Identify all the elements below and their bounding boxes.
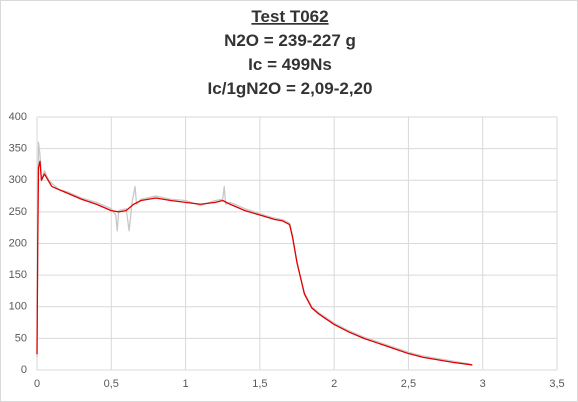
x-tick-label: 1: [183, 378, 189, 390]
y-tick-label: 300: [9, 174, 27, 186]
x-tick-label: 2,5: [401, 378, 416, 390]
x-tick-label: 3: [480, 378, 486, 390]
y-tick-label: 150: [9, 269, 27, 281]
x-tick-label: 0,5: [104, 378, 119, 390]
x-tick-label: 1,5: [252, 378, 267, 390]
x-tick-label: 0: [34, 378, 40, 390]
chart-subtitle: N2O = 239-227 g: [224, 31, 356, 50]
chart-subtitle: Ic = 499Ns: [248, 55, 332, 74]
y-tick-label: 250: [9, 206, 27, 218]
y-tick-label: 400: [9, 111, 27, 123]
y-tick-label: 350: [9, 143, 27, 155]
y-tick-label: 200: [9, 237, 27, 249]
y-tick-label: 50: [15, 332, 27, 344]
y-tick-label: 0: [21, 364, 27, 376]
y-tick-label: 100: [9, 301, 27, 313]
data-line: [36, 160, 473, 366]
chart-subtitle: Ic/1gN2O = 2,09-2,20: [208, 79, 373, 98]
x-tick-label: 2: [331, 378, 337, 390]
chart-title: Test T062: [251, 7, 328, 26]
x-tick-label: 3,5: [549, 378, 564, 390]
